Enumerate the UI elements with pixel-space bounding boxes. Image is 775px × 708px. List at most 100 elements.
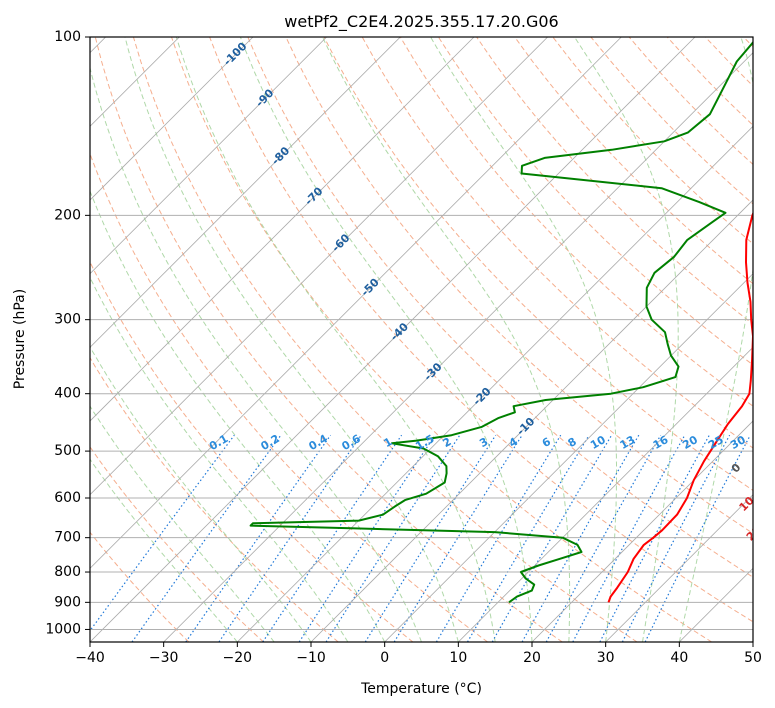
isotherm-label: -40 bbox=[388, 320, 411, 343]
moist-adiabat-line bbox=[678, 37, 753, 642]
y-tick-label: 300 bbox=[54, 312, 81, 328]
isotherm-label: -10 bbox=[514, 415, 537, 438]
dry-adiabat-line bbox=[90, 260, 414, 642]
dry-adiabat-line bbox=[90, 531, 190, 642]
x-tick-label: 40 bbox=[670, 650, 688, 666]
dry-adiabat-label: 30 bbox=[753, 555, 773, 575]
mixing-ratio-label: 20 bbox=[680, 433, 700, 452]
x-tick-label: −40 bbox=[75, 650, 105, 666]
dry-adiabat-line bbox=[361, 37, 753, 449]
mixing-ratio-line bbox=[644, 434, 751, 642]
x-tick-label: −20 bbox=[223, 650, 253, 666]
dry-adiabat-line bbox=[285, 37, 753, 535]
mixing-ratio-line bbox=[621, 434, 731, 642]
x-tick-label: −10 bbox=[296, 650, 326, 666]
moist-adiabat-line bbox=[322, 37, 571, 642]
isotherm-line bbox=[237, 125, 753, 642]
moist-adiabats bbox=[90, 37, 753, 642]
isotherm-line bbox=[384, 273, 753, 642]
moist-adiabat-line bbox=[90, 458, 238, 642]
x-axis-ticks: −40 −30 −20 −10 0 10 20 30 40 50 bbox=[75, 642, 762, 666]
x-tick-label: 50 bbox=[744, 650, 762, 666]
dry-adiabat-line bbox=[90, 152, 488, 642]
line-labels: -100-90-80-70-60-50-40-30-20-10010203040… bbox=[207, 39, 773, 575]
isotherm-label: -90 bbox=[253, 86, 276, 109]
isotherm-line bbox=[90, 37, 254, 201]
isotherm-line bbox=[90, 37, 696, 642]
x-tick-label: 0 bbox=[380, 650, 389, 666]
y-tick-label: 700 bbox=[54, 530, 81, 546]
moist-adiabat-line bbox=[90, 189, 386, 642]
x-tick-label: 10 bbox=[449, 650, 467, 666]
isotherms bbox=[90, 37, 753, 642]
isotherm-label: -60 bbox=[329, 231, 352, 254]
dewpoint-line bbox=[249, 40, 753, 604]
mixing-ratio-lines bbox=[90, 434, 751, 642]
mixing-ratio-label: 30 bbox=[728, 433, 748, 452]
mixing-ratio-label: 13 bbox=[618, 433, 638, 452]
moist-adiabat-line bbox=[430, 37, 617, 642]
moist-adiabat-line bbox=[124, 37, 459, 642]
dry-adiabat-line bbox=[209, 37, 753, 623]
plot-frame bbox=[89, 36, 754, 643]
isotherm-line bbox=[90, 37, 622, 569]
y-tick-label: 900 bbox=[54, 594, 81, 610]
mixing-ratio-label: 0.4 bbox=[306, 432, 330, 453]
plot-area: -100-90-80-70-60-50-40-30-20-10010203040… bbox=[90, 37, 773, 642]
y-axis-ticks: 100 200 300 400 500 600 700 800 900 1000 bbox=[45, 29, 90, 637]
isotherm-label: -50 bbox=[359, 276, 382, 299]
moist-adiabat-line bbox=[90, 345, 312, 642]
moist-adiabat-line bbox=[175, 37, 496, 642]
x-tick-label: 30 bbox=[597, 650, 615, 666]
dry-adiabat-line bbox=[743, 37, 753, 48]
mixing-ratio-label: 0.2 bbox=[259, 432, 282, 453]
y-tick-label: 1000 bbox=[45, 621, 81, 637]
mixing-ratio-label: 8 bbox=[566, 435, 579, 450]
dry-adiabat-line bbox=[247, 37, 753, 578]
mixing-ratio-line bbox=[185, 434, 332, 642]
mixing-ratio-line bbox=[491, 434, 613, 642]
dry-adiabat-label: 20 bbox=[744, 523, 764, 543]
dry-adiabat-line bbox=[552, 37, 753, 245]
chart-title: wetPf2_C2E4.2025.355.17.20.G06 bbox=[284, 12, 558, 32]
mixing-ratio-line bbox=[90, 434, 235, 632]
mixing-ratio-line bbox=[325, 434, 461, 642]
isotherm-line bbox=[752, 641, 753, 642]
isotherm-line bbox=[531, 420, 753, 642]
dry-adiabat-line bbox=[171, 37, 712, 642]
isobars bbox=[90, 37, 753, 630]
mixing-ratio-label: 6 bbox=[540, 435, 553, 450]
isotherm-line bbox=[605, 494, 753, 642]
dry-adiabat-line bbox=[132, 37, 638, 642]
dry-adiabat-line bbox=[514, 37, 753, 285]
dry-adiabat-line bbox=[90, 356, 339, 642]
mixing-ratio-label: 0.1 bbox=[207, 432, 230, 453]
y-tick-label: 400 bbox=[54, 386, 81, 402]
dry-adiabat-line bbox=[399, 37, 753, 407]
mixing-ratio-label: 36 bbox=[750, 433, 770, 452]
moist-adiabat-line bbox=[90, 65, 422, 642]
moist-adiabat-line bbox=[90, 276, 349, 642]
x-tick-label: 20 bbox=[523, 650, 541, 666]
isotherm-line bbox=[310, 199, 753, 642]
mixing-ratio-line bbox=[262, 434, 403, 642]
isotherm-line bbox=[90, 37, 401, 348]
isotherm-label: -100 bbox=[221, 39, 250, 68]
isotherm-line bbox=[90, 37, 327, 275]
isotherm-line bbox=[458, 346, 753, 642]
isotherm-line bbox=[90, 37, 548, 496]
dry-adiabats bbox=[90, 37, 753, 642]
mixing-ratio-line bbox=[218, 434, 362, 642]
dry-adiabat-line bbox=[666, 37, 753, 126]
isotherm-line bbox=[90, 37, 475, 422]
mixing-ratio-line bbox=[466, 434, 590, 642]
mixing-ratio-label: 16 bbox=[651, 433, 671, 452]
moist-adiabat-line bbox=[574, 37, 679, 642]
mixing-ratio-line bbox=[364, 434, 497, 642]
moist-adiabat-line bbox=[239, 37, 533, 642]
y-tick-label: 800 bbox=[54, 564, 81, 580]
mixing-ratio-label: 4 bbox=[507, 435, 520, 450]
x-axis-label: Temperature (°C) bbox=[360, 681, 482, 697]
y-tick-label: 600 bbox=[54, 490, 81, 506]
y-tick-label: 200 bbox=[54, 207, 81, 223]
